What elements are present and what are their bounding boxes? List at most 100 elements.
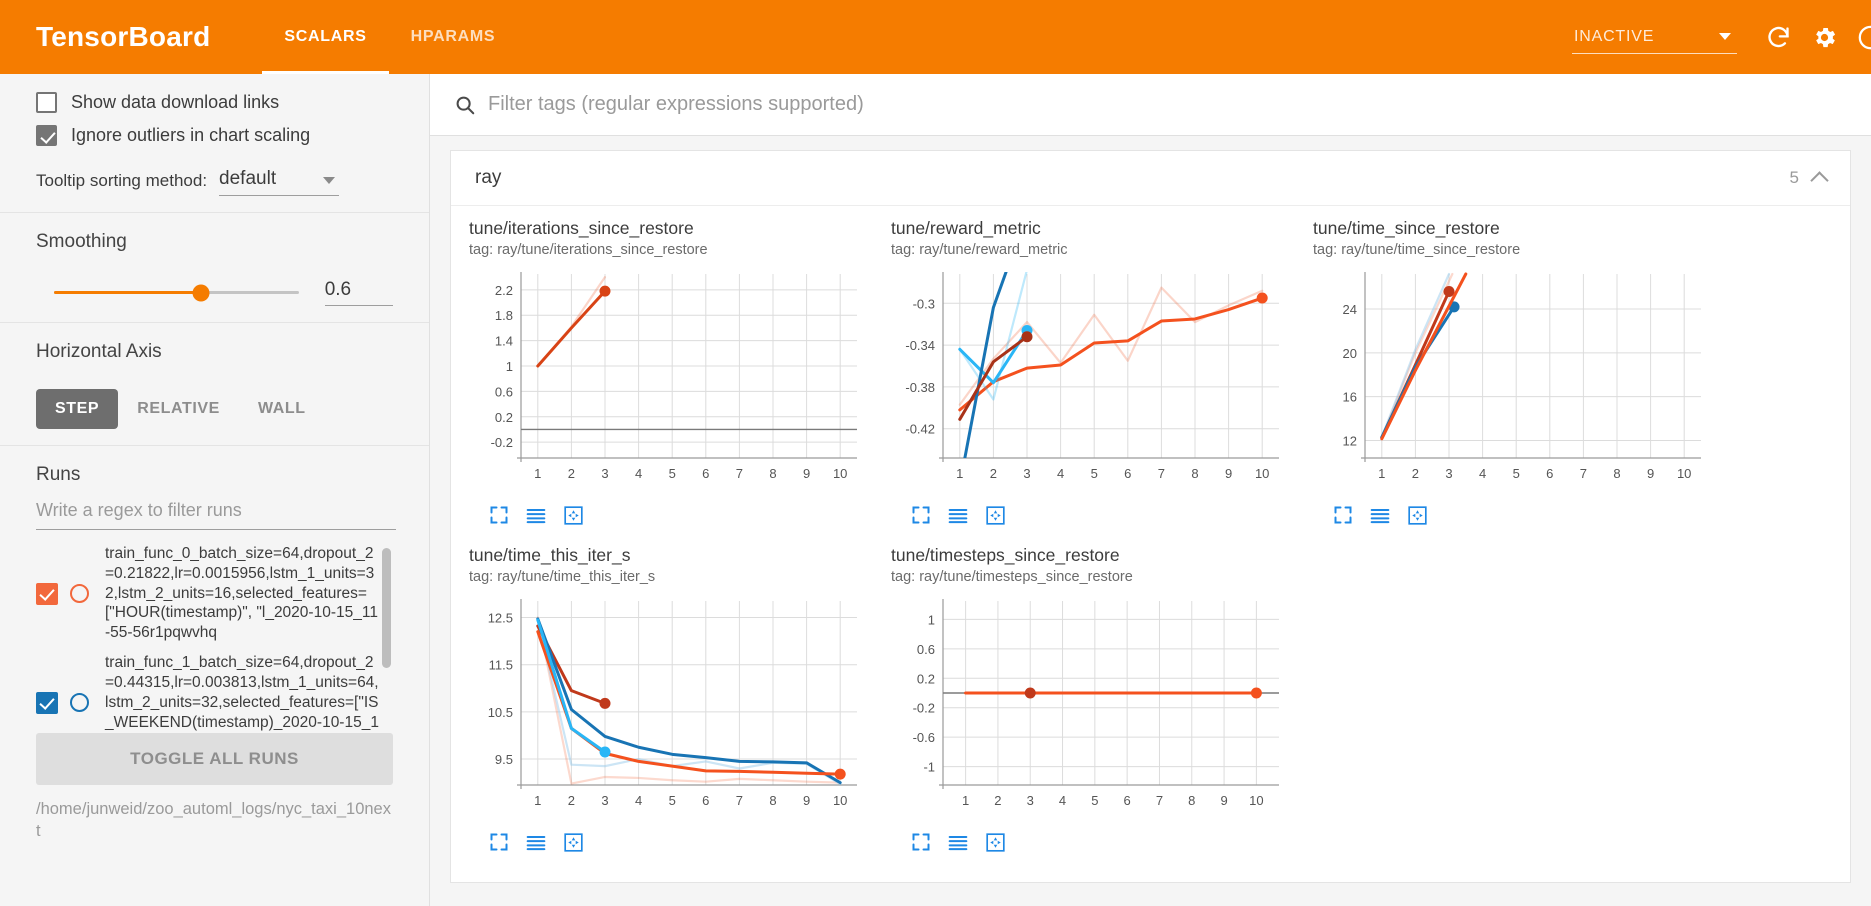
fit-domain-icon[interactable] [985,832,1006,858]
svg-text:4: 4 [1059,793,1066,808]
settings-sidebar: Show data download links Ignore outliers… [0,74,430,906]
main-content: Filter tags (regular expressions support… [430,74,1871,906]
horizontal-axis-options: STEP RELATIVE WALL [36,389,393,429]
chart-plot[interactable]: -0.2 0.2 0.6 1 1.4 1.8 2.2 1 2 3 4 5 6 7 8 9 10 [469,264,869,492]
svg-text:3: 3 [1027,793,1034,808]
show-download-links-row[interactable]: Show data download links [36,92,393,113]
svg-text:12: 12 [1343,433,1357,448]
tab-scalars[interactable]: SCALARS [262,0,389,74]
help-icon[interactable] [1847,14,1871,60]
data-series-icon[interactable] [525,832,547,857]
axis-option-step[interactable]: STEP [36,389,119,429]
run-checkbox[interactable] [36,691,58,714]
svg-text:1: 1 [506,359,513,374]
data-series-icon[interactable] [947,505,969,530]
svg-text:1: 1 [956,466,963,481]
expand-icon[interactable] [489,505,509,530]
chart-toolbar [469,832,879,858]
chevron-down-icon [323,177,336,184]
svg-text:0.2: 0.2 [495,410,513,425]
chevron-up-icon[interactable] [1810,170,1829,190]
run-checkbox[interactable] [36,582,58,605]
svg-text:5: 5 [669,793,676,808]
toggle-all-runs-button[interactable]: TOGGLE ALL RUNS [36,733,393,786]
svg-text:2: 2 [568,793,575,808]
expand-icon[interactable] [1333,505,1353,530]
display-options-section: Show data download links Ignore outliers… [0,74,429,213]
expand-icon[interactable] [489,832,509,857]
tab-hparams[interactable]: HPARAMS [410,28,496,45]
chart-plot[interactable]: 9.5 10.5 11.5 12.5 1 2 3 4 5 6 7 8 9 10 [469,591,869,819]
settings-icon[interactable] [1801,14,1847,60]
refresh-icon[interactable] [1755,14,1801,60]
run-item-0[interactable]: train_func_0_batch_size=64,dropout_2=0.2… [36,544,379,643]
fit-domain-icon[interactable] [1407,505,1428,531]
ignore-outliers-checkbox[interactable] [36,125,57,146]
chart-plot[interactable]: -0.42 -0.38 -0.34 -0.3 1 2 3 4 5 6 7 8 9 10 [891,264,1291,492]
runs-scrollbar[interactable] [382,548,391,668]
svg-text:10: 10 [1255,466,1269,481]
fit-domain-icon[interactable] [563,832,584,858]
svg-text:9: 9 [1220,793,1227,808]
horizontal-axis-label: Horizontal Axis [36,341,162,362]
chart-cell: tune/iterations_since_restore tag: ray/tu… [469,218,879,531]
run-color-swatch [70,693,89,713]
svg-text:1.4: 1.4 [495,333,513,348]
svg-text:0.6: 0.6 [917,642,935,657]
fit-domain-icon[interactable] [563,505,584,531]
run-status-label: INACTIVE [1574,28,1655,45]
tag-group-count: 5 [1789,168,1799,187]
chart-toolbar [891,832,1301,858]
svg-text:10: 10 [1249,793,1263,808]
chart-cell: tune/time_this_iter_s tag: ray/tune/time_… [469,545,879,858]
svg-text:9.5: 9.5 [495,752,513,767]
show-download-links-label: Show data download links [71,92,280,112]
svg-text:8: 8 [769,466,776,481]
chart-tag: tag: ray/tune/time_since_restore [1313,241,1521,258]
logdir-path: /home/junweid/zoo_automl_logs/nyc_taxi_1… [36,800,391,840]
chart-tag: tag: ray/tune/timesteps_since_restore [891,568,1133,585]
chart-title: tune/iterations_since_restore [469,218,694,238]
slider-knob[interactable] [192,284,210,301]
runs-filter-input[interactable]: Write a regex to filter runs [36,500,396,530]
tag-filter-bar[interactable]: Filter tags (regular expressions support… [430,74,1871,136]
tag-group-header[interactable]: ray 5 [451,151,1850,206]
runs-list[interactable]: train_func_0_batch_size=64,dropout_2=0.2… [36,544,393,762]
ignore-outliers-row[interactable]: Ignore outliers in chart scaling [36,125,393,146]
svg-text:8: 8 [1191,466,1198,481]
tooltip-sorting-label: Tooltip sorting method: [36,171,208,190]
svg-text:0.2: 0.2 [917,671,935,686]
slider-fill [54,290,201,294]
axis-option-wall[interactable]: WALL [257,400,306,417]
fit-domain-icon[interactable] [985,505,1006,531]
chart-plot[interactable]: -1 -0.6 -0.2 0.2 0.6 1 1 2 3 4 5 6 7 8 9 10 [891,591,1291,819]
data-series-icon[interactable] [1369,505,1391,530]
svg-text:3: 3 [601,466,608,481]
svg-text:4: 4 [1057,466,1064,481]
expand-icon[interactable] [911,832,931,857]
svg-text:2: 2 [1412,466,1419,481]
svg-text:2: 2 [568,466,575,481]
smoothing-slider[interactable] [54,284,299,301]
svg-text:2.2: 2.2 [495,283,513,298]
svg-text:-0.2: -0.2 [913,700,935,715]
tag-group-title: ray [475,167,502,188]
smoothing-value-input[interactable]: 0.6 [324,279,393,306]
run-status-dropdown[interactable]: INACTIVE [1572,24,1737,54]
svg-text:24: 24 [1343,302,1357,317]
tooltip-sorting-select[interactable]: default [219,168,340,196]
svg-text:7: 7 [1158,466,1165,481]
chart-toolbar [1313,505,1723,531]
svg-text:5: 5 [1513,466,1520,481]
data-series-icon[interactable] [947,832,969,857]
expand-icon[interactable] [911,505,931,530]
data-series-icon[interactable] [525,505,547,530]
show-download-links-checkbox[interactable] [36,92,57,113]
svg-text:1: 1 [928,612,935,627]
svg-text:1: 1 [534,466,541,481]
axis-option-relative[interactable]: RELATIVE [137,400,220,417]
run-label: train_func_0_batch_size=64,dropout_2=0.2… [105,545,378,642]
svg-text:7: 7 [1580,466,1587,481]
dropdown-underline [1572,53,1737,54]
